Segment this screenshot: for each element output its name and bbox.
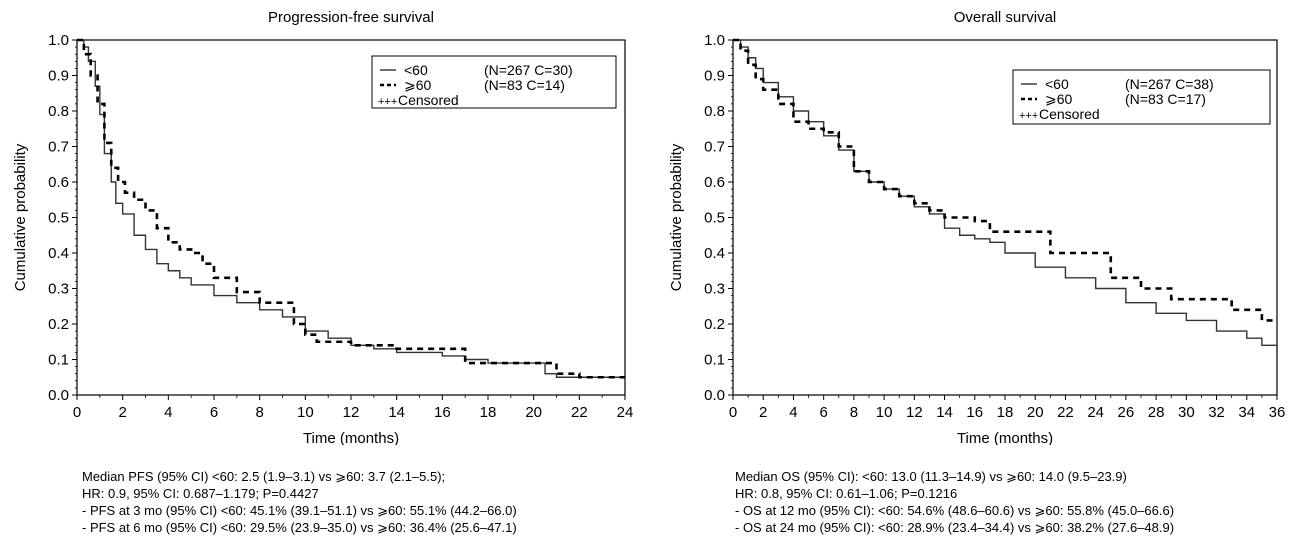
x-tick-label: 4: [789, 404, 797, 421]
y-tick-label: 0.3: [48, 281, 69, 298]
legend-counts: (N=83 C=14): [484, 77, 565, 93]
x-tick-label: 8: [255, 404, 263, 421]
os-stat-line: HR: 0.8, 95% CI: 0.61–1.06; P=0.1216: [735, 486, 958, 501]
x-tick-label: 28: [1148, 404, 1165, 421]
x-tick-label: 10: [876, 404, 893, 421]
x-tick-label: 24: [617, 404, 634, 421]
pfs-statistics: Median PFS (95% CI) <60: 2.5 (1.9–3.1) v…: [82, 468, 517, 536]
x-tick-label: 22: [1057, 404, 1074, 421]
legend-counts: (N=83 C=17): [1125, 91, 1206, 107]
x-tick-label: 34: [1238, 404, 1255, 421]
y-tick-label: 0.8: [48, 103, 69, 120]
y-tick-label: 0.9: [48, 68, 69, 85]
x-tick-label: 32: [1208, 404, 1225, 421]
os-stat-line: - OS at 12 mo (95% CI): <60: 54.6% (48.6…: [735, 503, 1175, 518]
x-tick-label: 16: [434, 404, 451, 421]
x-tick-label: 20: [1027, 404, 1044, 421]
x-tick-label: 6: [210, 404, 218, 421]
x-tick-label: 2: [118, 404, 126, 421]
x-tick-label: 26: [1118, 404, 1135, 421]
x-tick-label: 14: [388, 404, 405, 421]
y-tick-label: 0.7: [48, 139, 69, 156]
x-tick-label: 36: [1269, 404, 1286, 421]
legend: <60 (N=267 C=38) ⩾60 (N=83 C=17) +++ Censored: [1012, 69, 1271, 125]
y-tick-label: 1.0: [704, 32, 725, 49]
legend-symbol: <60: [1045, 76, 1069, 92]
legend-symbol: ⩾60: [1045, 91, 1073, 107]
y-tick-label: 0.9: [704, 68, 725, 85]
legend-box: [371, 55, 617, 109]
x-tick-label: 10: [297, 404, 314, 421]
y-axis-label: Cumulative probability: [668, 143, 685, 291]
x-tick-label: 14: [936, 404, 953, 421]
x-tick-label: 22: [571, 404, 588, 421]
x-tick-label: 18: [997, 404, 1014, 421]
x-tick-label: 24: [1087, 404, 1104, 421]
y-axis-label: Cumulative probability: [12, 143, 29, 291]
legend: <60 (N=267 C=30) ⩾60 (N=83 C=14) +++ Censored: [371, 55, 617, 109]
x-tick-label: 6: [819, 404, 827, 421]
x-tick-label: 8: [850, 404, 858, 421]
os-statistics: Median OS (95% CI): <60: 13.0 (11.3–14.9…: [735, 468, 1174, 536]
legend-censored-label: Censored: [398, 92, 459, 108]
x-tick-label: 0: [73, 404, 81, 421]
y-tick-label: 0.5: [48, 210, 69, 227]
pfs-stat-line: HR: 0.9, 95% CI: 0.687–1.179; P=0.4427: [82, 486, 319, 501]
chart-title: Overall survival: [954, 9, 1057, 26]
legend-counts: (N=267 C=30): [484, 62, 573, 78]
legend-symbol: ⩾60: [404, 77, 432, 93]
series-ge60-line: [77, 38, 625, 379]
x-tick-label: 30: [1178, 404, 1195, 421]
y-tick-label: 0.0: [48, 387, 69, 404]
x-tick-label: 12: [906, 404, 923, 421]
y-tick-label: 0.5: [704, 210, 725, 227]
y-tick-label: 0.6: [704, 174, 725, 191]
os-stat-line: - OS at 24 mo (95% CI): <60: 28.9% (23.4…: [735, 520, 1175, 535]
pfs-stat-line: - PFS at 3 mo (95% CI) <60: 45.1% (39.1–…: [82, 503, 517, 518]
y-tick-label: 0.3: [704, 281, 725, 298]
legend-box: [1012, 69, 1271, 125]
chart-title: Progression-free survival: [268, 9, 434, 26]
legend-censored-label: Censored: [1039, 106, 1100, 122]
y-tick-label: 0.4: [704, 245, 725, 262]
pfs-stat-line: Median PFS (95% CI) <60: 2.5 (1.9–3.1) v…: [82, 469, 446, 484]
survival-charts: Progression-free survival 0.0 0.1 0.2 0.3 0.4…: [12, 9, 1285, 445]
legend-counts: (N=267 C=38): [1125, 76, 1214, 92]
legend-symbol: <60: [404, 62, 428, 78]
y-tick-label: 0.2: [48, 316, 69, 333]
x-tick-label: 4: [164, 404, 172, 421]
x-axis-label: Time (months): [303, 430, 399, 445]
x-axis-label: Time (months): [957, 430, 1053, 445]
x-tick-label: 16: [966, 404, 983, 421]
y-tick-label: 0.0: [704, 387, 725, 404]
y-tick-label: 0.2: [704, 316, 725, 333]
chart-panel: Progression-free survival 0.0 0.1 0.2 0.3 0.4…: [12, 9, 633, 445]
y-tick-label: 0.4: [48, 245, 69, 262]
y-tick-label: 1.0: [48, 32, 69, 49]
x-tick-label: 18: [480, 404, 497, 421]
legend-censor-symbol: +++: [1019, 110, 1038, 122]
x-tick-label: 2: [759, 404, 767, 421]
y-tick-label: 0.6: [48, 174, 69, 191]
y-tick-label: 0.1: [704, 352, 725, 369]
y-tick-label: 0.7: [704, 139, 725, 156]
legend-censor-symbol: +++: [378, 96, 397, 108]
y-tick-label: 0.1: [48, 352, 69, 369]
x-tick-label: 12: [343, 404, 360, 421]
x-tick-label: 20: [525, 404, 542, 421]
chart-panel: Overall survival 0.0 0.1 0.2 0.3 0.4 0.5 0.6 0.7…: [668, 9, 1285, 445]
pfs-stat-line: - PFS at 6 mo (95% CI) <60: 29.5% (23.9–…: [82, 520, 517, 535]
y-tick-label: 0.8: [704, 103, 725, 120]
x-tick-label: 0: [729, 404, 737, 421]
os-stat-line: Median OS (95% CI): <60: 13.0 (11.3–14.9…: [735, 469, 1127, 484]
